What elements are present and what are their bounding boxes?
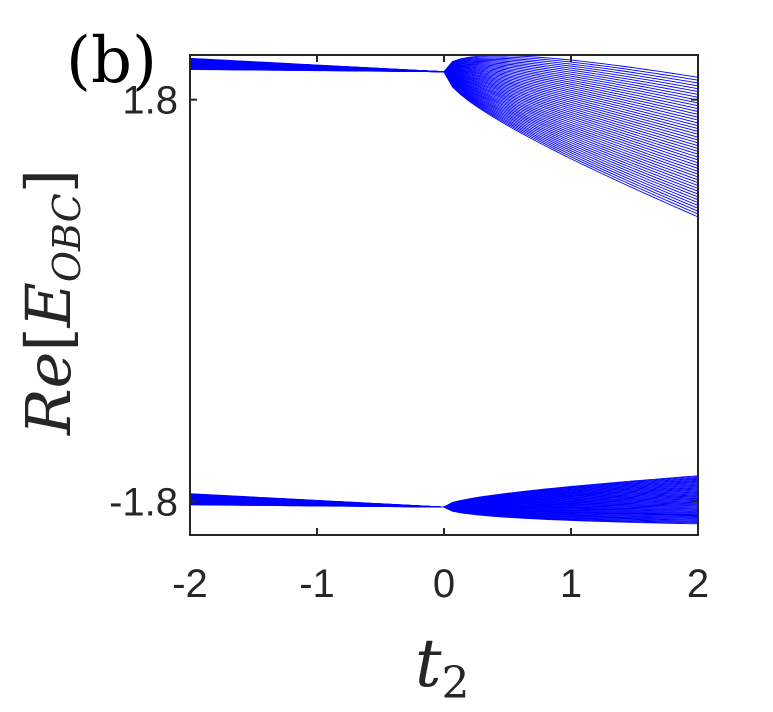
panel-label: (b) bbox=[66, 24, 157, 98]
eigenvalue-line bbox=[189, 64, 699, 161]
x-tick-label: 2 bbox=[687, 562, 709, 606]
x-axis-label-subscript: 2 bbox=[442, 658, 470, 709]
data-series bbox=[189, 55, 699, 525]
x-axis-label: t2 bbox=[415, 625, 470, 709]
eigenvalue-line bbox=[189, 65, 699, 175]
eigenvalue-line bbox=[189, 66, 699, 184]
x-tick-label: 0 bbox=[433, 562, 455, 606]
y-axis-label-e: E bbox=[12, 282, 85, 328]
axis-tick-labels: -2 -1 0 1 2 -1.8 1.8 bbox=[109, 79, 709, 606]
axis-ticks bbox=[189, 55, 699, 535]
y-axis-label-open-bracket: [ bbox=[12, 327, 85, 351]
eigenvalue-line bbox=[189, 64, 699, 158]
y-axis-label-subscript: OBC bbox=[45, 193, 89, 282]
plot-area: -2 -1 0 1 2 -1.8 1.8 bbox=[109, 54, 709, 606]
eigenvalue-line bbox=[189, 475, 699, 508]
energy-band-lower bbox=[189, 475, 699, 525]
y-tick-label: -1.8 bbox=[109, 481, 178, 525]
x-tick-label: 1 bbox=[560, 562, 582, 606]
x-axis-label-main: t bbox=[415, 625, 442, 702]
y-axis-label-close-bracket: ] bbox=[12, 169, 85, 193]
eigenvalue-line bbox=[189, 63, 699, 152]
axes-box bbox=[189, 54, 699, 536]
eigenvalue-line bbox=[189, 68, 699, 215]
eigenvalue-line bbox=[189, 67, 699, 192]
x-tick-label: -1 bbox=[299, 562, 335, 606]
energy-band-upper bbox=[189, 55, 699, 218]
x-tick-label: -2 bbox=[172, 562, 208, 606]
y-axis-label-re: Re bbox=[12, 352, 85, 436]
eigenvalue-line bbox=[189, 55, 699, 78]
y-tick-label: 1.8 bbox=[122, 79, 178, 123]
eigenvalue-line bbox=[189, 69, 699, 218]
y-axis-label: Re[EOBC] bbox=[12, 169, 89, 436]
eigenvalue-line bbox=[189, 68, 699, 206]
eigenvalue-line bbox=[189, 65, 699, 169]
